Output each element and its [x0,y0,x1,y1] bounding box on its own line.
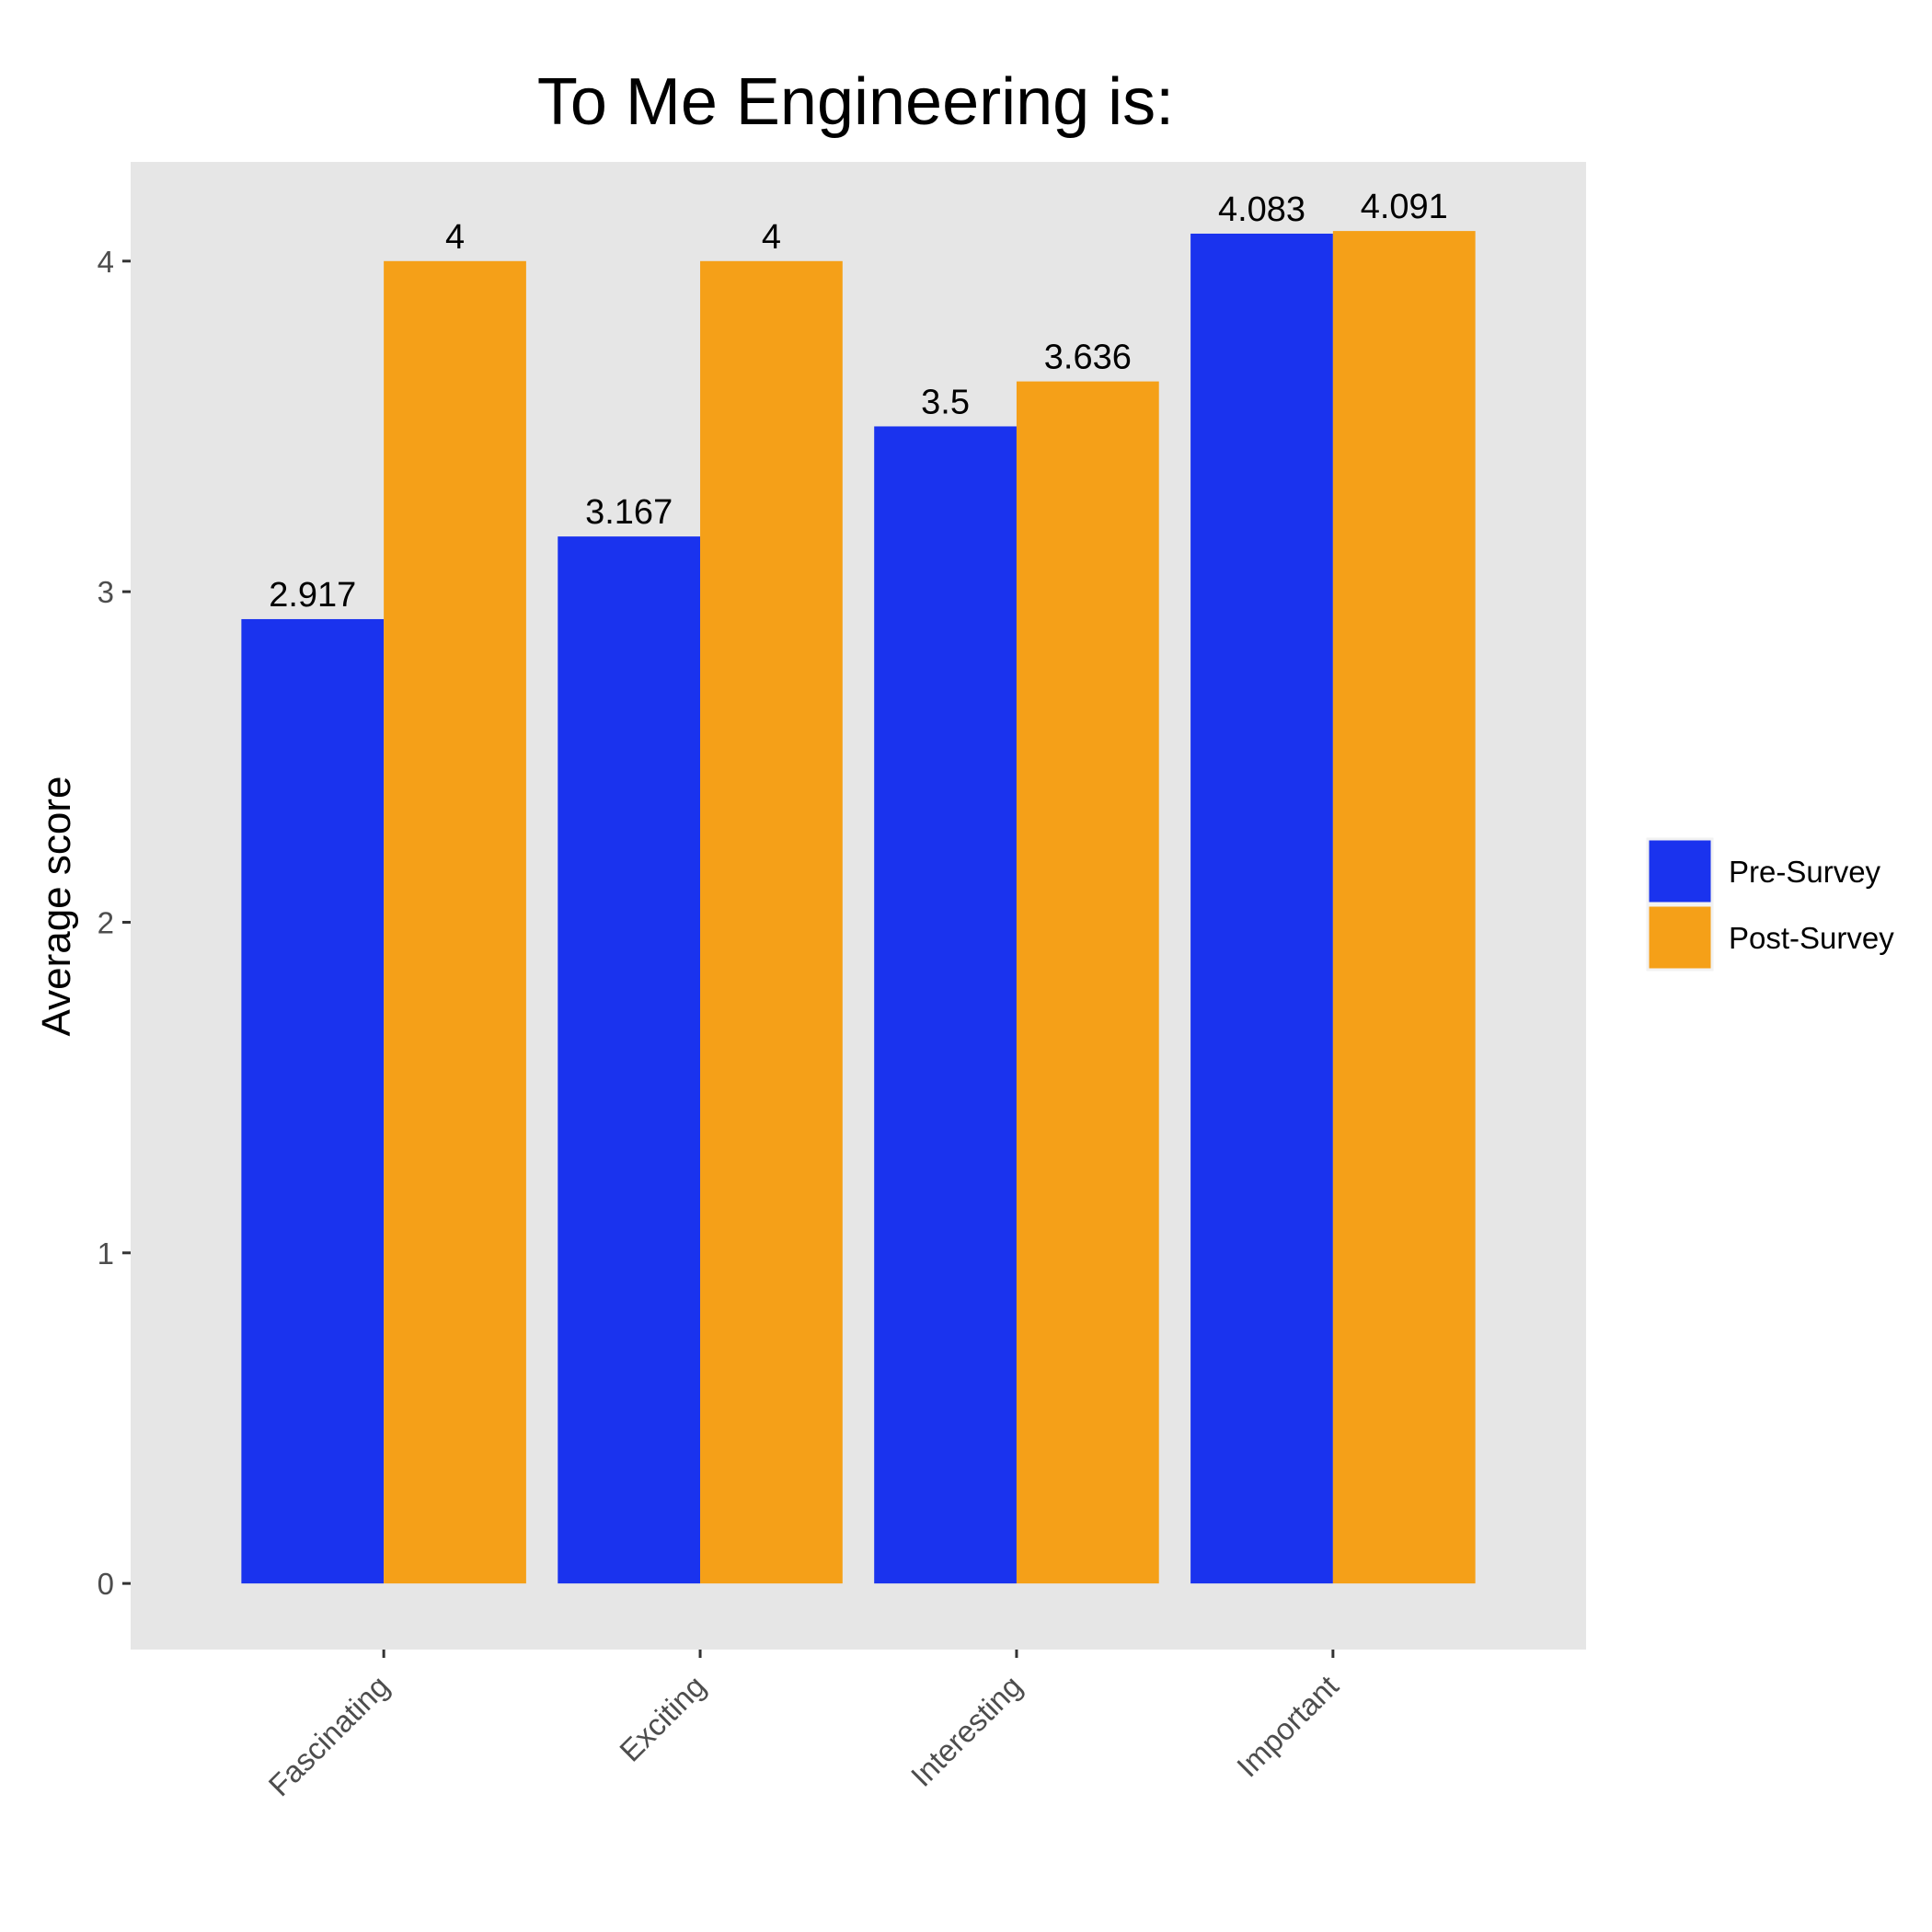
bar-pre-survey-fascinating [241,618,385,1584]
legend-label: Post-Survey [1729,921,1894,955]
bar-pre-survey-interesting [874,426,1017,1584]
bar-post-survey-fascinating [384,260,526,1584]
x-axis: Fascinating Exciting Interesting Important [262,1650,1345,1802]
x-tick-label: Important [1230,1669,1345,1784]
y-tick-label: 3 [98,575,114,609]
x-tick-label: Interesting [904,1669,1029,1793]
y-axis: 0 1 2 3 4 [98,245,131,1601]
bar-post-survey-exciting [700,260,843,1584]
data-label: 4 [762,218,781,257]
y-tick-label: 2 [98,905,114,939]
bar-post-survey-important [1332,231,1476,1584]
data-label: 3.636 [1044,339,1132,377]
x-tick-label: Fascinating [262,1669,396,1802]
data-label: 4.091 [1361,188,1448,226]
bar-post-survey-interesting [1016,381,1159,1584]
legend: Pre-Survey Post-Survey [1646,837,1894,972]
data-label: 4.083 [1218,190,1305,229]
chart-title: To Me Engineering is: [537,65,1174,139]
y-tick-label: 4 [98,245,114,279]
bars [241,231,1476,1584]
bar-pre-survey-exciting [558,536,701,1584]
data-labels: 2.917 4 3.167 4 3.5 3.636 4.083 4.091 [269,188,1448,615]
y-tick-label: 1 [98,1236,114,1271]
legend-key-pre-survey [1646,837,1714,905]
data-label: 2.917 [269,576,356,615]
bar-pre-survey-important [1190,233,1333,1584]
data-label: 4 [445,218,465,257]
data-label: 3.5 [921,383,970,421]
legend-key-post-survey [1646,903,1714,972]
y-tick-label: 0 [98,1567,114,1601]
data-label: 3.167 [585,493,673,532]
legend-label: Pre-Survey [1729,855,1881,889]
y-axis-title: Average score [34,776,79,1037]
x-tick-label: Exciting [613,1669,712,1768]
